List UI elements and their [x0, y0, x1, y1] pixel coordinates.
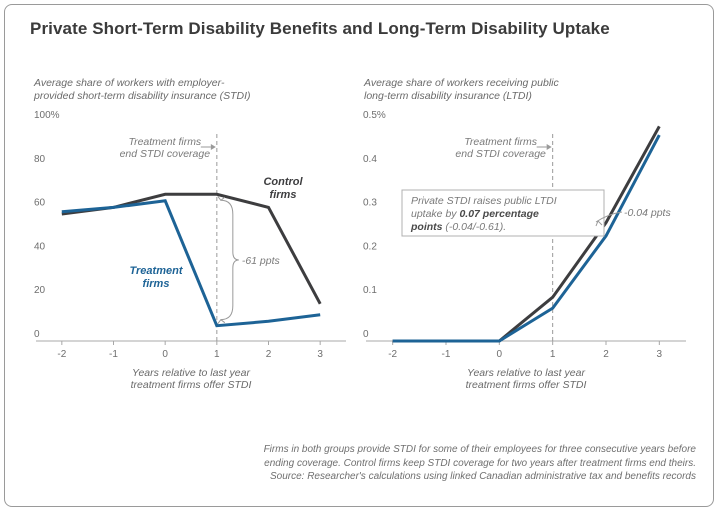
right-difference-label: -0.04 ppts [624, 207, 671, 219]
right-callout-line: uptake by 0.07 percentage [411, 208, 539, 220]
right-xtick-label: 2 [603, 349, 609, 360]
left-xtick-label: -1 [109, 349, 118, 360]
footnote-line-1: Firms in both groups provide STDI for so… [263, 444, 696, 455]
left-difference-brace [220, 199, 239, 321]
right-callout-text: (-0.04/-0.61). [445, 221, 506, 233]
right-x-axis-label: Years relative to last year [467, 367, 585, 379]
right-treatment-firms-line [392, 134, 661, 343]
left-ytick-label: 60 [34, 198, 46, 209]
left-ytick-label: 0 [34, 329, 40, 340]
chart-title: Private Short-Term Disability Benefits a… [30, 19, 610, 38]
right-ytick-label: 0.4 [363, 154, 377, 165]
left-subtitle-line-1: Average share of workers with employer- [34, 77, 225, 89]
left-ytick-label: 20 [34, 285, 46, 296]
right-subtitle-line-1: Average share of workers receiving publi… [364, 77, 559, 89]
left-difference-label: -61 ppts [242, 255, 281, 267]
left-xtick-label: 2 [266, 349, 272, 360]
right-xtick-label: -1 [442, 349, 451, 360]
footnote-line-3: Source: Researcher's calculations using … [269, 471, 696, 482]
left-reference-arrow-head [210, 144, 216, 150]
left-ytick-label: 80 [34, 154, 46, 165]
left-xtick-label: -2 [57, 349, 66, 360]
chart-frame [4, 4, 714, 507]
left-ytick-label: 100% [34, 110, 60, 121]
left-subtitle-line-2: provided short-term disability insurance… [34, 90, 251, 102]
right-xtick-label: 0 [497, 349, 503, 360]
left-ytick-label: 40 [34, 241, 46, 252]
left-xtick-label: 1 [214, 349, 220, 360]
left-reference-note: end STDI coverage [120, 148, 211, 160]
right-x-axis-label: treatment firms offer STDI [466, 379, 587, 391]
right-xtick-label: 3 [657, 349, 663, 360]
footnote: Firms in both groups provide STDI for so… [136, 443, 696, 484]
right-xtick-label: 1 [550, 349, 556, 360]
right-callout-line: points (-0.04/-0.61). [410, 221, 506, 233]
right-xtick-label: -2 [388, 349, 397, 360]
control-firms-label: Control [263, 176, 303, 188]
right-ytick-label: 0.1 [363, 285, 377, 296]
right-difference-arrow [595, 220, 603, 227]
right-callout-box [401, 189, 605, 237]
left-x-axis-label: Years relative to last year [132, 367, 250, 379]
right-panel-subtitle: Average share of workers receiving publi… [364, 77, 559, 103]
right-callout-text: uptake by [411, 208, 459, 220]
left-treatment-firms-line [61, 199, 321, 328]
left-brace-arrow-top [217, 195, 226, 201]
treatment-firms-label: Treatment [130, 265, 184, 277]
right-callout-emphasis: points [410, 221, 445, 233]
control-firms-label: firms [270, 189, 297, 201]
right-reference-arrow-head [546, 144, 552, 150]
left-reference-note: Treatment firms [128, 136, 201, 148]
left-panel-subtitle: Average share of workers with employer- … [34, 77, 251, 103]
left-x-axis-label: treatment firms offer STDI [131, 379, 252, 391]
right-subtitle-line-2: long-term disability insurance (LTDI) [364, 90, 532, 102]
left-xtick-label: 3 [317, 349, 323, 360]
right-ytick-label: 0.2 [363, 241, 377, 252]
left-brace-arrow-bottom [217, 318, 226, 324]
right-reference-note: end STDI coverage [455, 148, 546, 160]
treatment-firms-label: firms [143, 278, 170, 290]
right-ytick-label: 0 [363, 329, 369, 340]
right-ytick-label: 0.3 [363, 198, 377, 209]
footnote-line-2: ending coverage. Control firms keep STDI… [264, 457, 696, 469]
right-ytick-label: 0.5% [363, 110, 386, 121]
right-callout-line: Private STDI raises public LTDI [411, 195, 557, 207]
right-reference-note: Treatment firms [464, 136, 537, 148]
left-xtick-label: 0 [162, 349, 168, 360]
right-callout-emphasis: 0.07 percentage [459, 208, 539, 220]
